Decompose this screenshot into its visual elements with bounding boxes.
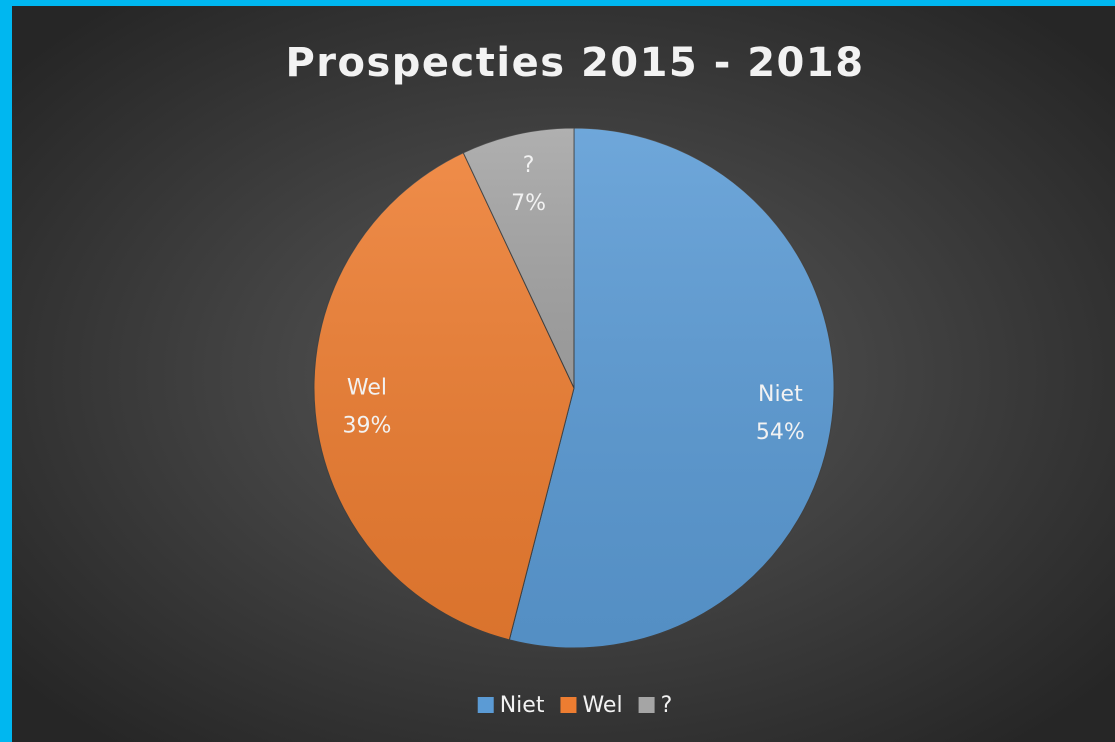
legend-label: Niet bbox=[500, 693, 545, 718]
data-label-value: 39% bbox=[342, 414, 391, 439]
legend-swatch bbox=[477, 697, 494, 713]
legend-item: Wel bbox=[560, 693, 623, 718]
legend-swatch bbox=[638, 697, 655, 713]
data-label-value: 7% bbox=[511, 191, 546, 216]
legend-item: ? bbox=[638, 693, 673, 718]
legend-label: Wel bbox=[582, 693, 622, 718]
data-label-name: Wel bbox=[347, 376, 387, 401]
data-label-name: ? bbox=[523, 153, 535, 178]
legend-swatch bbox=[560, 697, 577, 713]
chart-title: Prospecties 2015 - 2018 bbox=[285, 40, 864, 86]
legend-item: Niet bbox=[477, 693, 545, 718]
data-label-name: Niet bbox=[758, 382, 803, 407]
legend: Niet Wel? bbox=[477, 693, 673, 718]
legend-label: ? bbox=[661, 693, 673, 718]
data-label-value: 54% bbox=[756, 420, 805, 445]
